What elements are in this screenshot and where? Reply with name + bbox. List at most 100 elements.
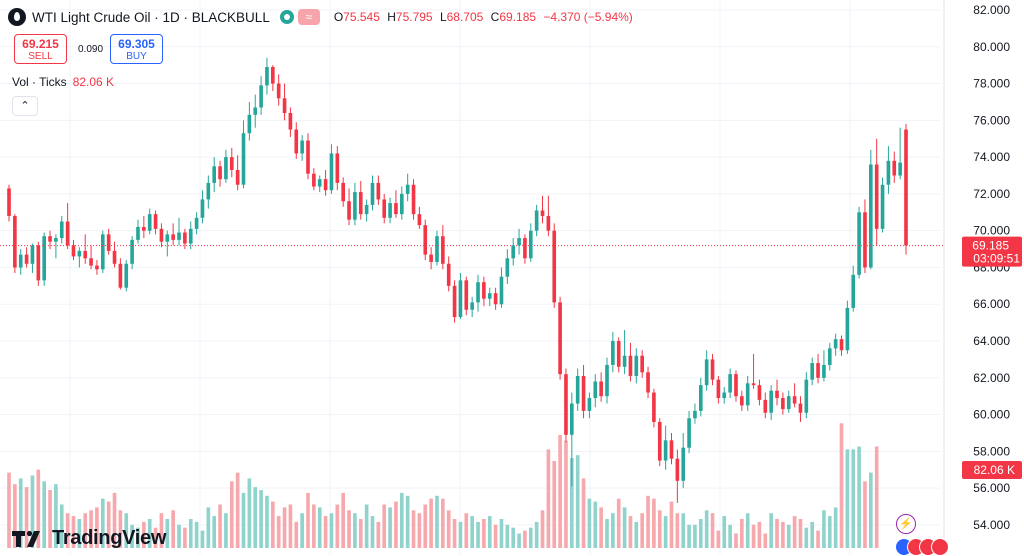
candle-body [206,182,211,200]
volume-bar [183,527,187,548]
volume-bar [833,507,838,548]
candle-body [165,234,170,242]
volume-legend: Vol · Ticks 82.06 K [12,75,114,89]
price-tick-label: 56.000 [973,481,1010,495]
candle-body [112,250,117,264]
candle-body [792,396,797,404]
candle-body [710,359,715,380]
candle-body [458,280,463,318]
candle-body [863,212,867,268]
candle-body [353,192,357,220]
candle-body [822,364,826,378]
open-label: O [333,10,344,24]
volume-bar [792,516,797,548]
volume-bar [411,510,416,548]
volume-bar [382,504,387,548]
candle-body [786,396,791,410]
volume-bar [669,501,674,548]
volume-bar [323,516,328,548]
buy-button[interactable]: 69.305 BUY [110,34,163,64]
oil-drop-icon [8,8,26,26]
volume-bar [95,507,99,548]
candle-body [528,230,533,259]
price-tick-label: 74.000 [973,150,1010,164]
candle-body [446,263,451,286]
volume-bar [59,504,64,548]
price-tick-label: 80.000 [973,40,1010,54]
candle-body [235,169,240,185]
volume-bar [370,516,375,548]
volume-bar [810,521,815,548]
volume-bar [358,519,363,548]
lightning-icon[interactable]: ⚡ [896,514,916,534]
wave-icon[interactable]: ≈ [297,9,320,25]
candle-body [622,355,627,367]
candle-body [48,236,52,242]
volume-bar [153,527,158,548]
volume-bar [804,527,809,548]
market-open-icon [279,10,294,24]
price-tick-label: 76.000 [973,113,1010,127]
sell-button[interactable]: 69.215 SELL [14,34,67,64]
volume-bar [112,492,117,548]
candle-body [734,374,738,397]
candle-body [886,160,891,185]
volume-bar [206,507,211,548]
candle-body [417,214,422,226]
candle-body [476,282,480,303]
candle-body [851,274,856,308]
volume-bar [200,530,205,548]
candle-body [435,236,439,262]
candle-body [493,293,498,305]
price-tick-label: 58.000 [973,444,1010,458]
candle-body [200,199,205,218]
candle-body [30,245,35,264]
candle-body [13,215,17,268]
volume-bar [36,469,41,548]
volume-legend-value: 82.06 K [72,75,115,89]
volume-bar [446,510,451,548]
candle-body [118,263,123,288]
candle-body [869,164,873,268]
volume-bar [722,516,727,548]
candle-body [247,114,252,134]
candle-body [394,203,398,215]
tradingview-logo[interactable]: TradingView [12,527,166,550]
candle-body [781,398,785,410]
high-label: H [387,10,396,24]
volume-bar [294,521,299,548]
candle-body [224,157,228,180]
volume-bar [300,513,304,548]
candle-body [106,234,111,251]
candle-body [65,221,70,246]
events-flags[interactable] [895,538,949,556]
candle-body [570,403,574,435]
candle-body [698,385,703,411]
candle-body [587,398,592,411]
volume-bar [493,524,498,548]
candle-body [552,230,557,303]
volume-bar [851,449,856,548]
volume-bar [786,524,791,548]
symbol-title[interactable]: WTI Light Crude Oil · 1D · BLACKBULL [32,9,270,25]
candle-body [505,258,510,277]
volume-bar [259,490,263,548]
volume-bar [106,501,111,548]
volume-bar [13,484,17,548]
volume-bar [441,498,445,548]
volume-bar [874,446,879,548]
volume-bar [593,501,598,548]
candle-body [399,193,404,215]
collapse-legend-button[interactable]: ⌃ [12,96,38,116]
volume-bar [693,524,697,548]
high-value: 75.795 [395,10,433,24]
volume-bar [271,501,275,548]
candle-body [95,265,99,270]
candle-body [259,85,263,108]
candle-body [634,355,639,376]
candle-body [341,182,345,202]
volume-bar [845,449,850,548]
volume-bar [622,507,627,548]
candle-body [100,234,105,270]
